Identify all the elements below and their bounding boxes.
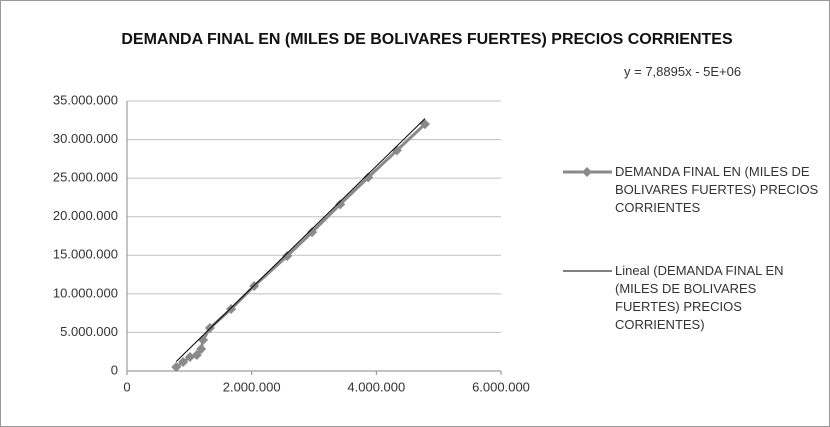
data-point — [226, 303, 237, 314]
series-line — [175, 123, 426, 369]
data-point — [171, 361, 182, 372]
data-point — [307, 227, 318, 238]
x-tick-label: 4.000.000 — [347, 379, 405, 394]
trendline-equation: y = 7,8895x - 5E+06 — [624, 64, 742, 79]
y-tick-label: 35.000.000 — [53, 92, 118, 107]
data-point — [178, 356, 189, 367]
y-tick-label: 15.000.000 — [53, 247, 118, 262]
x-tick-label: 2.000.000 — [223, 379, 281, 394]
data-point — [196, 344, 207, 355]
data-point — [363, 172, 374, 183]
y-tick-label: 5.000.000 — [60, 324, 118, 339]
legend-label: Lineal (DEMANDA FINAL EN (MILES DE BOLIV… — [615, 263, 784, 332]
y-tick-label: 0 — [111, 362, 118, 377]
x-tick-label: 6.000.000 — [472, 379, 530, 394]
chart-title: DEMANDA FINAL EN (MILES DE BOLIVARES FUE… — [121, 31, 733, 48]
y-tick-label: 25.000.000 — [53, 170, 118, 185]
x-tick-label: 0 — [123, 379, 130, 394]
legend-label: DEMANDA FINAL EN (MILES DE BOLIVARES FUE… — [615, 164, 819, 215]
data-point — [282, 251, 293, 262]
y-tick-label: 20.000.000 — [53, 208, 118, 223]
y-tick-label: 10.000.000 — [53, 285, 118, 300]
data-point — [191, 350, 202, 361]
trendline — [175, 118, 426, 362]
data-point — [335, 199, 346, 210]
legend-marker — [582, 167, 592, 177]
y-tick-label: 30.000.000 — [53, 131, 118, 146]
